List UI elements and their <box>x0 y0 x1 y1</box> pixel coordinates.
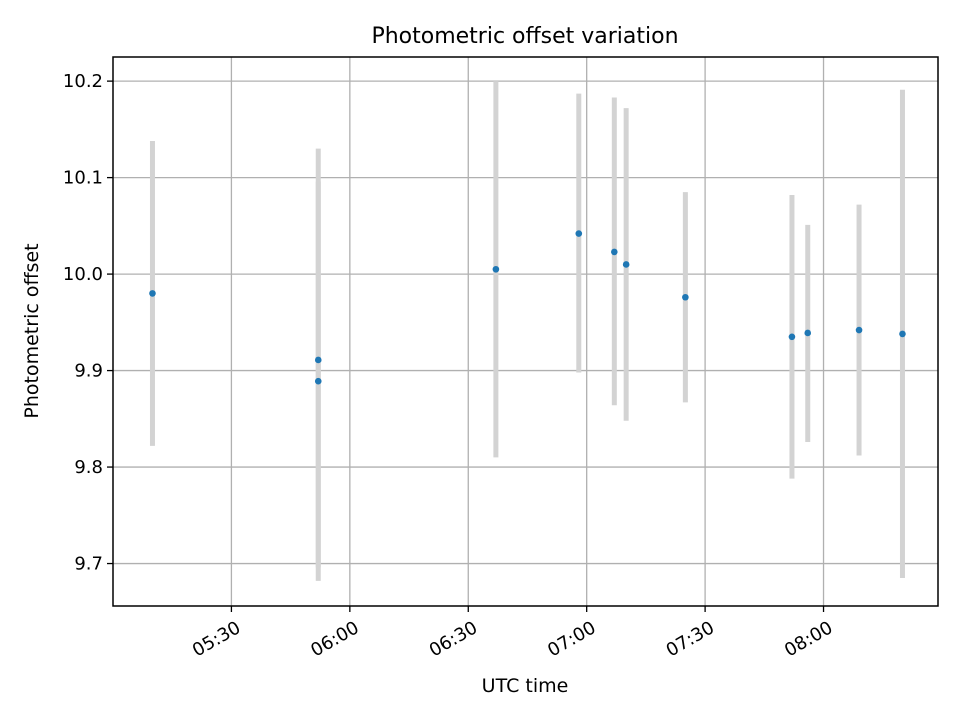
data-point <box>575 230 583 237</box>
y-tick-label: 9.8 <box>74 457 103 478</box>
plot-area <box>113 57 938 606</box>
y-tick-label: 9.9 <box>74 361 103 382</box>
data-point <box>682 293 689 301</box>
y-tick-label: 10.2 <box>63 71 103 92</box>
chart-title: Photometric offset variation <box>371 24 678 49</box>
grid-lines <box>113 57 938 606</box>
data-point <box>314 356 322 364</box>
data-point <box>611 248 618 256</box>
y-tick-label: 10.0 <box>63 264 103 285</box>
data-point <box>855 326 863 334</box>
y-tick-label: 10.1 <box>63 168 103 189</box>
data-points <box>149 230 906 385</box>
data-point <box>899 330 906 338</box>
data-point <box>804 329 812 337</box>
plot-frame <box>112 56 939 607</box>
data-point <box>622 261 630 268</box>
data-point <box>788 333 796 341</box>
x-axis-label: UTC time <box>482 675 569 697</box>
y-tick-label: 9.7 <box>74 554 103 575</box>
y-axis-label: Photometric offset <box>21 243 43 418</box>
data-point <box>314 377 322 385</box>
data-point <box>492 265 500 273</box>
data-point <box>149 290 156 297</box>
